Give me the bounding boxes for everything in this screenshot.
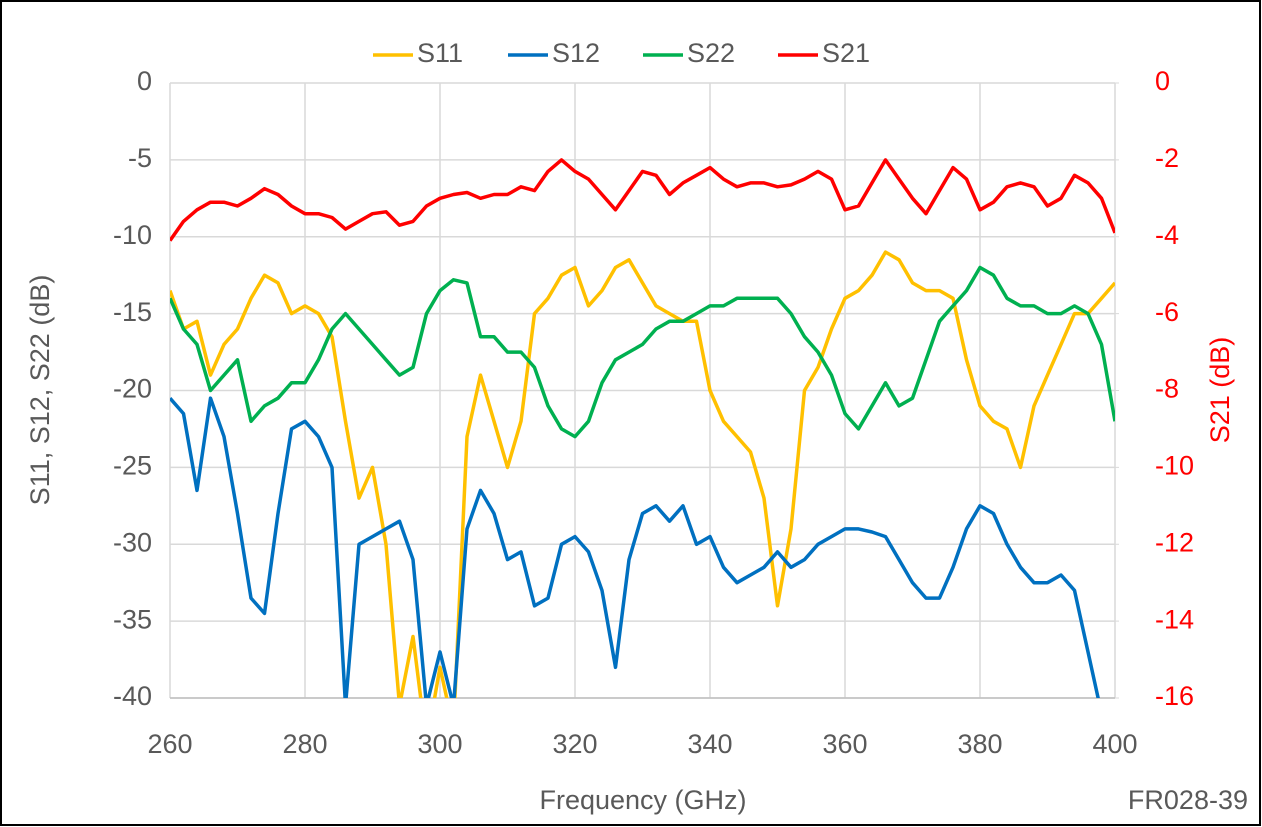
annotation: FR028-39 bbox=[1128, 785, 1248, 815]
x-tick-label: 400 bbox=[1092, 729, 1137, 759]
series-line bbox=[170, 396, 1100, 698]
x-tick-label: 320 bbox=[552, 729, 597, 759]
x-tick-label: 300 bbox=[417, 729, 462, 759]
y2-tick-label: 0 bbox=[1155, 66, 1170, 96]
y2-tick-label: -10 bbox=[1155, 451, 1194, 481]
y-tick-label: -20 bbox=[113, 374, 152, 404]
y2-tick-label: -16 bbox=[1155, 681, 1194, 711]
y-tick-label: 0 bbox=[137, 66, 152, 96]
x-tick-label: 260 bbox=[147, 729, 192, 759]
y-axis-label: S11, S12, S22 (dB) bbox=[25, 275, 55, 506]
x-tick-label: 280 bbox=[282, 729, 327, 759]
y2-tick-label: -8 bbox=[1155, 374, 1179, 404]
x-tick-label: 340 bbox=[687, 729, 732, 759]
y2-tick-label: -2 bbox=[1155, 143, 1179, 173]
series-line bbox=[170, 250, 1115, 698]
y-tick-label: -10 bbox=[113, 220, 152, 250]
y2-tick-label: -6 bbox=[1155, 297, 1179, 327]
legend-label: S12 bbox=[552, 38, 600, 68]
y-tick-label: -35 bbox=[113, 604, 152, 634]
y2-tick-label: -14 bbox=[1155, 604, 1194, 634]
y2-axis-label: S21 (dB) bbox=[1205, 337, 1235, 444]
x-tick-label: 380 bbox=[957, 729, 1002, 759]
x-tick-label: 360 bbox=[822, 729, 867, 759]
y-tick-label: -5 bbox=[128, 143, 152, 173]
y2-tick-label: -12 bbox=[1155, 527, 1194, 557]
y-tick-label: -30 bbox=[113, 527, 152, 557]
x-axis-label: Frequency (GHz) bbox=[539, 785, 746, 815]
y-tick-label: -40 bbox=[113, 681, 152, 711]
y-tick-label: -25 bbox=[113, 451, 152, 481]
y-tick-label: -15 bbox=[113, 297, 152, 327]
legend-label: S22 bbox=[687, 38, 735, 68]
legend-label: S11 bbox=[417, 38, 463, 68]
series-line bbox=[170, 158, 1115, 242]
legend-label: S21 bbox=[822, 38, 870, 68]
series-line bbox=[170, 265, 1115, 439]
y2-tick-label: -4 bbox=[1155, 220, 1179, 250]
